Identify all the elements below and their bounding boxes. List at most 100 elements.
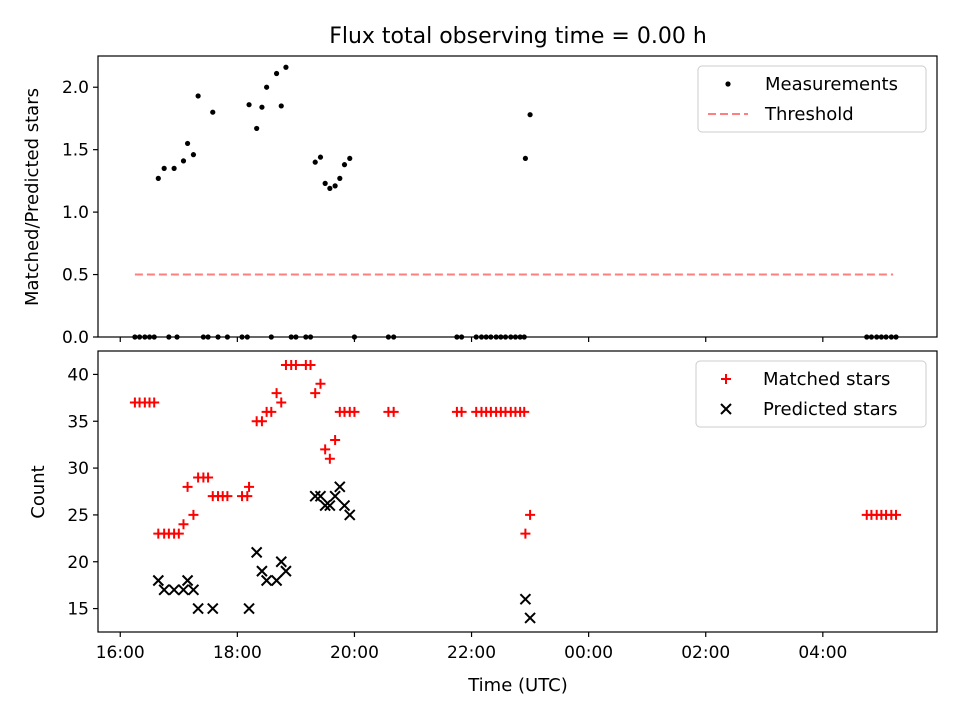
matched-star-point xyxy=(188,509,199,520)
measurement-point xyxy=(259,104,265,110)
predicted-star-point xyxy=(158,584,170,596)
y-tick-label: 20 xyxy=(67,553,89,573)
measurement-point xyxy=(527,112,533,118)
legend-label: Matched stars xyxy=(763,369,890,390)
measurement-point xyxy=(278,103,284,109)
x-axis-label: Time (UTC) xyxy=(467,675,568,696)
x-tick-label: 20:00 xyxy=(330,643,379,663)
y-tick-label: 15 xyxy=(67,600,89,620)
axes-frame xyxy=(97,350,938,633)
legend-label: Predicted stars xyxy=(763,399,897,420)
y-tick-label: 30 xyxy=(67,459,89,479)
measurement-point xyxy=(180,158,187,164)
measurement-point xyxy=(317,154,324,160)
predicted-star-point xyxy=(314,490,327,502)
predicted-star-point xyxy=(270,574,283,587)
x-tick-label: 00:00 xyxy=(564,643,613,663)
predicted-star-point xyxy=(256,565,268,577)
matched-star-point xyxy=(222,491,233,502)
legend-predicted-marker xyxy=(720,403,732,415)
measurement-point xyxy=(332,183,338,189)
measurement-point xyxy=(327,185,333,191)
legend-frame xyxy=(697,65,927,133)
y-tick-label: 25 xyxy=(67,506,89,526)
measurement-point xyxy=(522,155,529,162)
predicted-star-point xyxy=(319,499,331,512)
x-tick-label: 18:00 xyxy=(213,643,262,663)
predicted-star-point xyxy=(181,574,194,587)
y-axis-label: Matched/Predicted stars xyxy=(22,88,43,306)
y-axis-label: Count xyxy=(28,465,49,518)
matched-star-point xyxy=(149,397,160,408)
y-tick-label: 2.0 xyxy=(62,78,89,98)
matched-star-point xyxy=(388,406,399,417)
matched-star-point xyxy=(271,388,282,399)
matched-star-point xyxy=(290,360,301,371)
top-panel-ratio: 0.0 0.5 1.0 1.5 2.0 Matched/Predicted stars Me… xyxy=(22,55,938,348)
y-tick-label: 0.5 xyxy=(62,266,89,286)
legend: Measurements Threshold xyxy=(697,65,927,133)
measurement-point xyxy=(337,175,343,181)
measurement-point xyxy=(273,70,280,77)
y-tick-label: 0.0 xyxy=(62,328,89,348)
matched-star-point xyxy=(520,528,531,539)
x-tick-label: 04:00 xyxy=(798,643,847,663)
legend-matched-marker xyxy=(721,374,731,384)
matched-star-point xyxy=(310,388,321,399)
matched-star-point xyxy=(244,481,255,492)
predicted-star-point xyxy=(187,584,200,596)
y-tick-label: 35 xyxy=(67,412,89,432)
measurement-point xyxy=(184,140,191,147)
matched-star-point xyxy=(315,378,326,389)
x-tick-label: 16:00 xyxy=(96,643,145,663)
measurement-point xyxy=(171,165,177,171)
matched-star-point xyxy=(525,509,536,520)
y-tick-label: 1.5 xyxy=(62,141,89,161)
predicted-star-point xyxy=(338,499,351,512)
bottom-panel-counts: 15 20 25 30 35 40 16:00 18:00 20:00 22:00 00:00 02:… xyxy=(28,350,938,663)
matched-star-point xyxy=(242,491,253,502)
x-tick-label: 22:00 xyxy=(447,643,496,663)
matched-star-point xyxy=(173,528,184,539)
matched-star-point xyxy=(320,444,331,455)
figure-title: Flux total observing time = 0.00 h xyxy=(329,24,707,49)
predicted-star-point xyxy=(168,584,180,596)
matched-star-point xyxy=(256,416,267,427)
measurement-point xyxy=(347,155,353,162)
matched-star-point xyxy=(178,519,189,530)
measurement-point xyxy=(254,125,260,132)
matched-star-point xyxy=(330,434,341,445)
matched-star-point xyxy=(305,360,316,371)
legend: Matched stars Predicted stars xyxy=(695,360,927,428)
predicted-star-point xyxy=(250,546,263,559)
predicted-star-point xyxy=(334,481,346,493)
y-tick-label: 40 xyxy=(67,365,89,385)
measurement-point xyxy=(283,64,289,70)
matched-star-point xyxy=(891,509,902,520)
measurement-point xyxy=(190,152,197,158)
legend-label: Measurements xyxy=(765,74,898,95)
matched-star-point xyxy=(266,406,277,417)
measurement-point xyxy=(312,159,318,165)
measurement-point xyxy=(246,102,252,108)
x-tick-label: 02:00 xyxy=(681,643,730,663)
predicted-star-point xyxy=(192,602,204,615)
matched-star-point xyxy=(456,406,467,417)
measurement-point xyxy=(210,109,216,115)
measurement-point xyxy=(322,180,328,186)
predicted-star-point xyxy=(207,602,219,615)
predicted-star-point xyxy=(519,593,532,605)
legend-label: Threshold xyxy=(764,104,854,125)
matched-star-point xyxy=(519,406,530,417)
predicted-star-point xyxy=(324,499,336,512)
matched-star-point xyxy=(203,472,214,483)
predicted-star-point xyxy=(275,556,287,568)
predicted-star-point xyxy=(260,574,273,587)
predicted-star-point xyxy=(524,612,536,624)
legend-measurements-marker xyxy=(725,81,731,87)
matched-star-point xyxy=(324,453,335,464)
matched-star-point xyxy=(349,406,360,417)
y-tick-label: 1.0 xyxy=(62,203,89,223)
predicted-star-point xyxy=(329,490,341,502)
